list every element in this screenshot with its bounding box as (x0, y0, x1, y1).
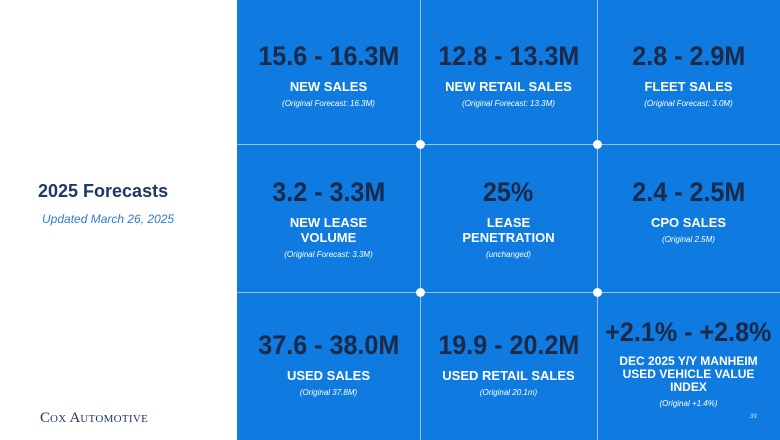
forecast-value: 3.2 - 3.3M (271, 177, 386, 207)
logo-ox: OX (50, 413, 67, 425)
forecast-value: 12.8 - 13.3M (438, 41, 579, 71)
grid-divider-horizontal (237, 144, 780, 145)
forecast-tile-new-sales: 15.6 - 16.3M NEW SALES (Original Forecas… (237, 0, 420, 144)
logo-utomotive: UTOMOTIVE (80, 413, 149, 425)
forecast-tile-manheim-index: +2.1% - +2.8% DEC 2025 Y/Y MANHEIM USED … (597, 292, 780, 440)
forecast-tile-used-sales: 37.6 - 38.0M USED SALES (Original 37.8M) (237, 292, 420, 440)
forecast-note: (Original Forecast: 13.3M) (462, 99, 555, 108)
left-panel: 2025 Forecasts Updated March 26, 2025 CO… (0, 0, 237, 440)
cox-automotive-logo: COX AUTOMOTIVE (40, 409, 148, 427)
forecast-value: 25% (483, 177, 534, 207)
grid-junction-dot (593, 288, 602, 297)
forecast-label: FLEET SALES (644, 79, 733, 94)
forecast-value: 19.9 - 20.2M (438, 330, 579, 360)
forecast-tile-new-retail-sales: 12.8 - 13.3M NEW RETAIL SALES (Original … (420, 0, 597, 144)
forecast-label: LEASE PENETRATION (462, 215, 555, 245)
forecast-note: (Original Forecast: 3.3M) (284, 250, 373, 259)
forecast-note: (Original 37.8M) (299, 388, 358, 397)
forecast-note: (Original Forecast: 16.3M) (282, 99, 375, 108)
page-number: 39 (750, 414, 757, 420)
forecast-value: +2.1% - +2.8% (605, 317, 772, 347)
grid-divider-vertical (420, 0, 421, 440)
forecast-label: NEW SALES (289, 79, 368, 94)
slide-subtitle: Updated March 26, 2025 (42, 212, 175, 226)
forecast-note: (Original +1.4%) (659, 399, 718, 408)
forecast-tile-fleet-sales: 2.8 - 2.9M FLEET SALES (Original Forecas… (597, 0, 780, 144)
logo-letter-c: C (40, 410, 51, 426)
forecast-value: 37.6 - 38.0M (258, 330, 399, 360)
forecast-label: NEW LEASE VOLUME (289, 215, 368, 245)
forecast-tile-cpo-sales: 2.4 - 2.5M CPO SALES (Original 2.5M) (597, 144, 780, 292)
forecast-note: (unchanged) (486, 250, 531, 259)
forecast-value: 2.4 - 2.5M (631, 177, 746, 207)
forecast-label: NEW RETAIL SALES (445, 79, 572, 94)
slide-title: 2025 Forecasts (38, 181, 169, 201)
forecast-value: 15.6 - 16.3M (258, 41, 399, 71)
forecast-grid: 15.6 - 16.3M NEW SALES (Original Forecas… (237, 0, 780, 440)
logo-letter-a: A (66, 410, 81, 426)
grid-junction-dot (416, 288, 425, 297)
forecast-label: USED RETAIL SALES (442, 368, 575, 383)
forecast-tile-lease-penetration: 25% LEASE PENETRATION (unchanged) (420, 144, 597, 292)
forecast-note: (Original Forecast: 3.0M) (644, 99, 733, 108)
grid-junction-dot (593, 140, 602, 149)
grid-divider-vertical (597, 0, 598, 440)
forecast-label: DEC 2025 Y/Y MANHEIM USED VEHICLE VALUE … (619, 354, 758, 394)
forecast-tile-used-retail-sales: 19.9 - 20.2M USED RETAIL SALES (Original… (420, 292, 597, 440)
forecast-label: CPO SALES (650, 215, 727, 230)
forecast-note: (Original 2.5M) (662, 235, 715, 244)
forecast-tile-new-lease-volume: 3.2 - 3.3M NEW LEASE VOLUME (Original Fo… (237, 144, 420, 292)
forecast-note: (Original 20.1m) (479, 388, 538, 397)
forecast-value: 2.8 - 2.9M (631, 41, 746, 71)
grid-junction-dot (416, 140, 425, 149)
forecast-label: USED SALES (286, 368, 371, 383)
grid-divider-horizontal (237, 292, 780, 293)
